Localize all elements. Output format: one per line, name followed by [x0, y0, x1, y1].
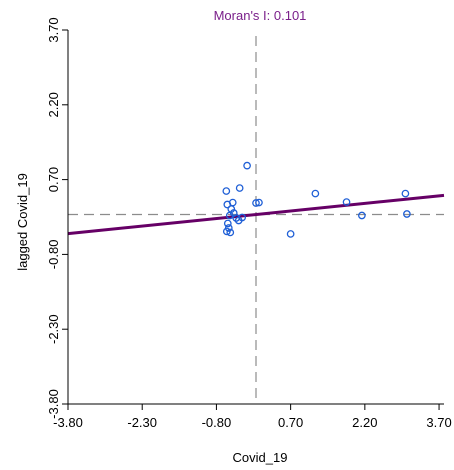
data-point-20 [342, 198, 351, 206]
y-tick-label-3: -0.80 [46, 240, 61, 270]
y-tick-label-2: -2.30 [46, 314, 61, 344]
axes [67, 30, 444, 405]
chart-title: Moran's I: 0.101 [214, 8, 307, 23]
y-axis-title: lagged Covid_19 [15, 173, 30, 271]
x-tick-label-4: 0.70 [278, 415, 303, 430]
data-point-1 [223, 219, 232, 228]
x-tick-label-3: -0.80 [202, 415, 232, 430]
y-tick-label-6: 3.70 [46, 17, 61, 42]
data-point-22 [401, 189, 410, 198]
data-point-18 [286, 230, 295, 238]
x-axis-ticks: -3.80 -2.30 -0.80 0.70 2.20 3.70 [53, 404, 452, 430]
mean-lines [68, 36, 444, 404]
x-tick-label-5: 2.20 [352, 415, 377, 430]
x-tick-label-1: -3.80 [53, 415, 83, 430]
y-axis-ticks: -3.80 -2.30 -0.80 0.70 2.20 3.70 [46, 17, 68, 419]
y-tick-label-4: 0.70 [46, 167, 61, 192]
data-point-14 [235, 184, 244, 192]
data-point-16 [252, 199, 260, 207]
data-point-15 [243, 161, 251, 170]
x-tick-label-6: 3.70 [426, 415, 451, 430]
y-tick-label-5: 2.20 [46, 92, 61, 117]
data-point-17 [255, 198, 263, 207]
data-point-4 [222, 227, 231, 236]
x-axis-title: Covid_19 [233, 450, 288, 465]
points-layer [222, 161, 411, 238]
data-point-23 [403, 210, 411, 218]
data-point-9 [223, 200, 232, 209]
data-point-3 [226, 228, 235, 237]
data-point-21 [358, 211, 366, 220]
y-tick-label-1: -3.80 [46, 389, 61, 419]
x-tick-label-2: -2.30 [127, 415, 157, 430]
regression-line [67, 193, 445, 236]
data-point-13 [238, 213, 246, 222]
data-point-10 [222, 187, 231, 195]
data-point-19 [311, 189, 320, 198]
